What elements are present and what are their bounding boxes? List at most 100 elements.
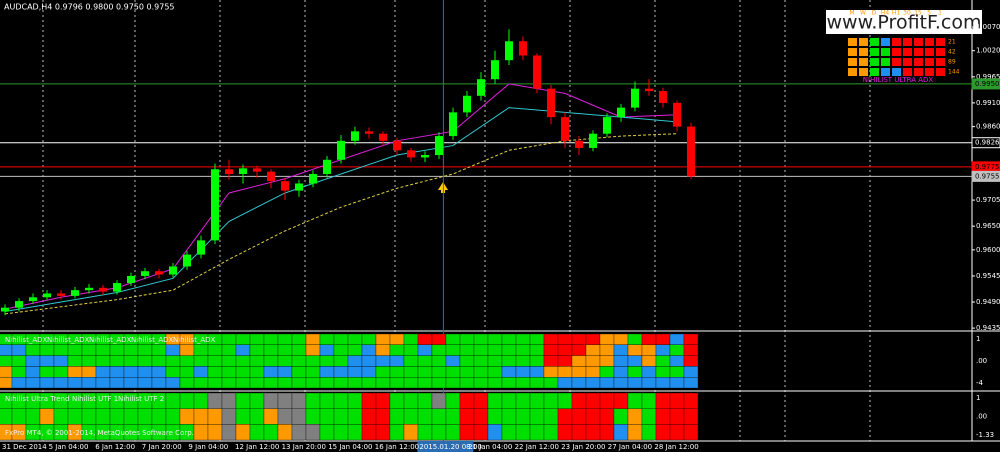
widget-cell xyxy=(892,38,901,46)
indicator-cell xyxy=(473,392,489,409)
indicator-cell xyxy=(431,366,447,378)
widget-cell xyxy=(936,58,945,66)
indicator-cell xyxy=(473,344,489,356)
x-tick-label: 16 Jan 12:00 xyxy=(375,443,419,451)
indicator-cell xyxy=(375,355,391,367)
indicator-cell xyxy=(557,355,573,367)
indicator-cell xyxy=(151,355,167,367)
indicator-cell xyxy=(39,344,55,356)
indicator-label: Nihilist_ADX xyxy=(131,336,174,344)
indicator-cell xyxy=(263,424,279,441)
indicator-cell xyxy=(655,355,671,367)
indicator-cell xyxy=(585,366,601,378)
widget-column: 15 xyxy=(914,10,922,17)
indicator-cell xyxy=(473,408,489,425)
candle-body xyxy=(337,140,345,160)
indicator-cell xyxy=(529,377,545,389)
candle-body xyxy=(379,133,387,141)
indicator-cell xyxy=(375,333,391,345)
indicator-cell xyxy=(319,355,335,367)
indicator-cell xyxy=(613,333,629,345)
widget-cell xyxy=(859,68,868,76)
indicator-cell xyxy=(249,392,265,409)
indicator-cell xyxy=(263,392,279,409)
indicator-cell xyxy=(613,377,629,389)
candle-body xyxy=(421,155,429,158)
candle-body xyxy=(267,171,275,182)
indicator-cell xyxy=(557,392,573,409)
indicator-cell xyxy=(641,408,657,425)
indicator-cell xyxy=(417,377,433,389)
indicator-cell xyxy=(333,333,349,345)
indicator-cell xyxy=(543,424,559,441)
indicator-cell xyxy=(613,355,629,367)
indicator-cell xyxy=(291,377,307,389)
y-tick-label: 0.9705 xyxy=(976,196,1000,204)
indicator-label: Nihilist_ADX xyxy=(89,336,132,344)
indicator-cell xyxy=(151,408,167,425)
indicator-cell xyxy=(0,377,13,389)
indicator-cell xyxy=(207,408,223,425)
indicator-cell xyxy=(277,408,293,425)
candle-body xyxy=(491,60,499,80)
indicator-scale: -1.33 xyxy=(976,431,994,439)
indicator-cell xyxy=(179,408,195,425)
level-label: 0.9755 xyxy=(975,172,1000,180)
widget-cell xyxy=(925,58,934,66)
indicator-cell xyxy=(95,377,111,389)
indicator-cell xyxy=(515,377,531,389)
widget-period: 144 xyxy=(948,69,960,76)
indicator-cell xyxy=(585,377,601,389)
indicator-cell xyxy=(221,377,237,389)
indicator-cell xyxy=(627,344,643,356)
indicator-cell xyxy=(487,333,503,345)
indicator-cell xyxy=(109,355,125,367)
indicator-cell xyxy=(613,424,629,441)
indicator-cell xyxy=(445,377,461,389)
widget-period: 42 xyxy=(948,49,956,56)
indicator-cell xyxy=(655,333,671,345)
indicator-cell xyxy=(529,333,545,345)
indicator-cell xyxy=(221,408,237,425)
indicator-label: Nihilist UTF 2 xyxy=(118,395,164,403)
indicator-cell xyxy=(39,366,55,378)
widget-cell xyxy=(870,38,879,46)
indicator-cell xyxy=(585,424,601,441)
candle-body xyxy=(225,169,233,175)
indicator-cell xyxy=(25,355,41,367)
indicator-cell xyxy=(123,355,139,367)
indicator-cell xyxy=(11,408,27,425)
widget-column: 5 xyxy=(927,10,931,17)
indicator-cell xyxy=(669,333,685,345)
indicator-cell xyxy=(319,424,335,441)
indicator-cell xyxy=(179,344,195,356)
indicator-cell xyxy=(0,366,13,378)
indicator-cell xyxy=(319,377,335,389)
y-tick-label: 1.0020 xyxy=(976,47,1000,55)
indicator-cell xyxy=(613,366,629,378)
indicator-cell xyxy=(137,366,153,378)
indicator-label: Nihilist_ADX xyxy=(5,336,48,344)
indicator-cell xyxy=(25,377,41,389)
widget-cell xyxy=(903,48,912,56)
widget-cell xyxy=(925,68,934,76)
widget-cell xyxy=(936,48,945,56)
candle-body xyxy=(365,131,373,134)
indicator-cell xyxy=(67,355,83,367)
indicator-label: Nihilist UTF 1 xyxy=(72,395,118,403)
level-label-box xyxy=(971,137,1000,149)
indicator-cell xyxy=(235,408,251,425)
widget-column: 1 xyxy=(938,10,942,17)
indicator-cell xyxy=(291,408,307,425)
indicator-cell xyxy=(599,355,615,367)
candle-body xyxy=(295,183,303,191)
level-label-box xyxy=(971,170,1000,182)
indicator-cell xyxy=(571,424,587,441)
indicator-cell xyxy=(277,377,293,389)
indicator-cell xyxy=(445,408,461,425)
indicator-cell xyxy=(571,408,587,425)
indicator-cell xyxy=(543,333,559,345)
indicator-cell xyxy=(557,333,573,345)
indicator-cell xyxy=(277,344,293,356)
